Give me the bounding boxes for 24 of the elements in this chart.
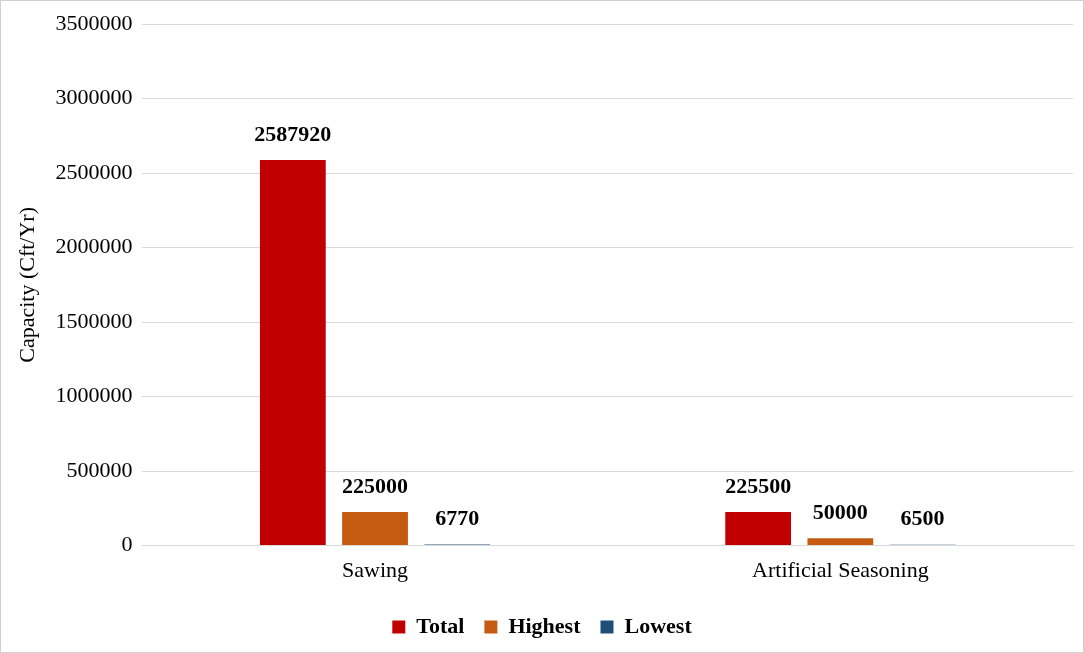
y-tick-label: 2500000 (55, 158, 133, 184)
x-tick-label: Artificial Seasoning (752, 556, 929, 582)
legend-label: Highest (508, 612, 582, 638)
data-label: 2587920 (254, 120, 332, 146)
bar (259, 160, 326, 546)
data-label: 225000 (342, 472, 409, 498)
data-label: 225500 (725, 472, 792, 498)
bar (342, 512, 408, 546)
y-tick-label: 0 (121, 531, 133, 557)
legend-label: Lowest (624, 612, 693, 638)
bar (807, 538, 874, 546)
x-tick-label: Sawing (342, 556, 409, 582)
bar (725, 512, 792, 546)
y-tick-label: 500000 (66, 456, 133, 482)
y-axis-title: Capacity (Cft/Yr) (13, 207, 39, 363)
y-tick-label: 3500000 (55, 9, 133, 35)
y-tick-label: 3000000 (55, 84, 133, 110)
legend-label: Total (416, 612, 465, 638)
data-label: 50000 (812, 498, 868, 524)
data-label: 6770 (435, 505, 480, 531)
data-label: 6500 (900, 505, 945, 531)
y-tick-label: 1500000 (55, 307, 133, 333)
y-tick-label: 2000000 (55, 233, 133, 259)
y-tick-label: 1000000 (55, 382, 133, 408)
